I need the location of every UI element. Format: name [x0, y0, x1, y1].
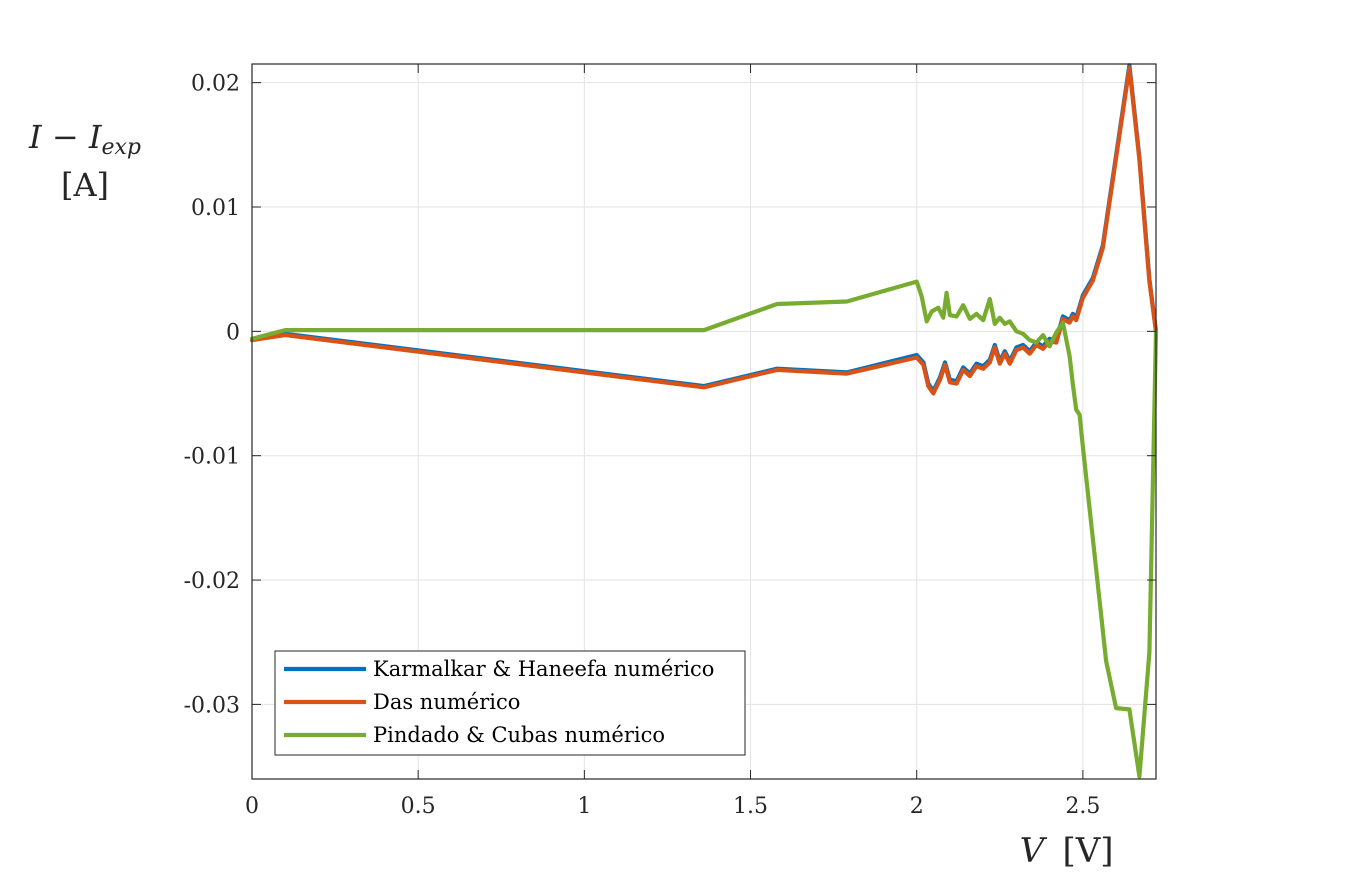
x-tick-label: 0 — [245, 794, 259, 819]
x-tick-label: 1.5 — [733, 794, 768, 819]
y-tick-label: -0.01 — [184, 445, 240, 470]
y-tick-label: -0.03 — [184, 693, 240, 718]
series-line-3 — [249, 279, 1159, 779]
y-axis-unit: [A] — [61, 166, 109, 204]
legend-label-1: Karmalkar & Haneefa numérico — [373, 657, 714, 681]
legend-label-2: Das numérico — [373, 690, 520, 714]
axes — [251, 63, 1157, 780]
svg-text:I − Iexp: I − Iexp — [28, 118, 141, 160]
y-tick-label: 0 — [226, 320, 240, 345]
y-tick-label: 0.02 — [191, 72, 240, 97]
x-axis-label-var: V — [1020, 831, 1048, 871]
x-tick-label: 2 — [910, 794, 924, 819]
series-line-1 — [249, 63, 1159, 394]
series-group — [249, 63, 1159, 779]
y-tick-label: -0.02 — [184, 569, 240, 594]
y-axis-label-sub: exp — [101, 135, 141, 160]
tick-labels: 0 0.5 1 1.5 2 2.5 0.02 0.01 0 -0.01 -0.02 -0.03 — [184, 72, 1101, 819]
x-axis-label: V [V] — [1020, 831, 1114, 871]
legend-label-3: Pindado & Cubas numérico — [373, 723, 665, 747]
x-axis-label-unit: [V] — [1062, 831, 1113, 871]
y-axis-label: I − Iexp [A] — [28, 118, 141, 204]
series-line-2 — [249, 65, 1159, 396]
plot-frame — [251, 63, 1157, 780]
legend: Karmalkar & Haneefa numérico Das numérico… — [274, 650, 746, 756]
x-tick-label: 0.5 — [401, 794, 436, 819]
y-axis-label-main: I − I — [28, 118, 103, 156]
x-tick-label: 2.5 — [1065, 794, 1100, 819]
y-tick-label: 0.01 — [191, 196, 240, 221]
x-tick-label: 1 — [577, 794, 591, 819]
